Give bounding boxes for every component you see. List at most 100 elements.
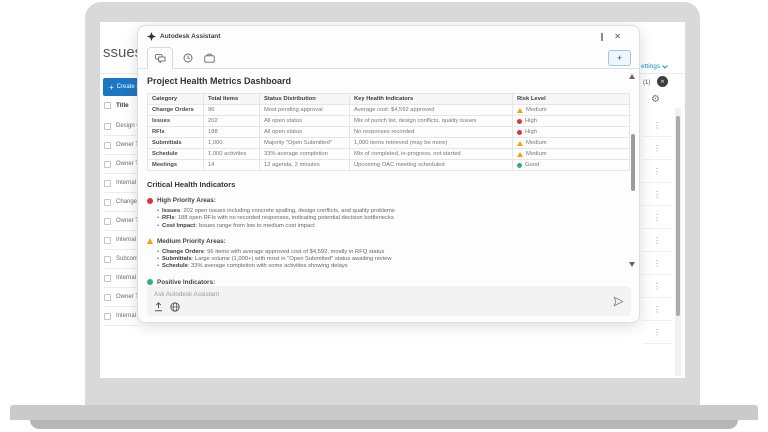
kebab-icon: ⋮ bbox=[653, 166, 661, 176]
high-priority-icon bbox=[147, 197, 153, 204]
kebab-icon: ⋮ bbox=[653, 281, 661, 291]
list-item: Issues: 202 open issues including concre… bbox=[157, 208, 629, 215]
row-checkbox[interactable] bbox=[104, 217, 111, 225]
issue-row[interactable]: Internal bbox=[104, 231, 137, 250]
row-checkbox[interactable] bbox=[104, 274, 111, 282]
issue-row[interactable]: Change V bbox=[104, 193, 137, 212]
row-checkbox[interactable] bbox=[104, 255, 111, 263]
row-menu[interactable]: ⋮ bbox=[642, 160, 672, 183]
chevron-down-icon bbox=[662, 64, 669, 69]
input-placeholder: Ask Autodesk Assistant bbox=[154, 291, 220, 298]
dock-panel-icon[interactable] bbox=[601, 33, 603, 41]
risk-icon bbox=[517, 107, 523, 113]
kebab-icon: ⋮ bbox=[653, 235, 661, 245]
issue-row[interactable]: Owner Ti bbox=[104, 155, 137, 174]
critical-indicators-heading: Critical Health Indicators bbox=[147, 180, 236, 189]
row-menu[interactable]: ⋮ bbox=[642, 183, 672, 206]
row-menu[interactable]: ⋮ bbox=[642, 206, 672, 229]
kebab-icon: ⋮ bbox=[653, 212, 661, 222]
kebab-icon: ⋮ bbox=[653, 258, 661, 268]
select-all-checkbox[interactable] bbox=[104, 101, 111, 109]
high-priority-bullets: Issues: 202 open issues including concre… bbox=[157, 208, 629, 230]
medium-priority-bullets: Change Orders: 96 items with average app… bbox=[157, 249, 629, 271]
row-menu[interactable]: ⋮ bbox=[642, 229, 672, 252]
modal-scrollbar-thumb[interactable] bbox=[631, 134, 635, 191]
high-priority-heading: High Priority Areas: bbox=[147, 197, 629, 204]
row-menu[interactable]: ⋮ bbox=[642, 298, 672, 321]
risk-icon bbox=[517, 118, 522, 124]
issue-row[interactable]: Owner Ti bbox=[104, 212, 137, 231]
issue-row[interactable]: Design C bbox=[104, 117, 137, 136]
issue-row[interactable]: Owner Ti bbox=[104, 136, 137, 155]
issue-row[interactable]: Subcontr bbox=[104, 250, 137, 269]
kebab-icon: ⋮ bbox=[653, 143, 661, 153]
assistant-input[interactable]: Ask Autodesk Assistant bbox=[147, 286, 631, 316]
table-row: Submittals 1,000 Majority "Open Submitte… bbox=[147, 137, 630, 149]
autodesk-assistant-dialog: Autodesk Assistant ✕ + Project Hea bbox=[137, 25, 640, 323]
kebab-icon: ⋮ bbox=[653, 120, 661, 130]
tab-library[interactable] bbox=[204, 53, 215, 63]
close-icon[interactable]: ✕ bbox=[614, 32, 621, 41]
table-row: Meetings 14 12 agenda, 2 minutes Upcomin… bbox=[147, 159, 630, 171]
settings-link[interactable]: ettings bbox=[641, 63, 669, 70]
medium-priority-icon bbox=[147, 238, 153, 245]
row-checkbox[interactable] bbox=[104, 293, 111, 301]
gear-icon[interactable]: ⚙ bbox=[651, 94, 660, 105]
dashboard-title: Project Health Metrics Dashboard bbox=[147, 76, 292, 86]
list-item: RFIs: 188 open RFIs with no recorded res… bbox=[157, 215, 629, 222]
laptop-bottom-lip bbox=[30, 420, 738, 429]
row-menu[interactable]: ⋮ bbox=[642, 321, 672, 344]
modal-scroll-down-icon[interactable] bbox=[629, 262, 635, 267]
row-checkbox[interactable] bbox=[104, 236, 111, 244]
send-icon[interactable] bbox=[613, 296, 624, 307]
row-checkbox[interactable] bbox=[104, 179, 111, 187]
kebab-icon: ⋮ bbox=[653, 304, 661, 314]
tab-chat[interactable] bbox=[147, 47, 173, 69]
globe-icon[interactable] bbox=[170, 302, 180, 312]
row-checkbox[interactable] bbox=[104, 160, 111, 168]
kebab-icon: ⋮ bbox=[653, 327, 661, 337]
assistant-content: Project Health Metrics Dashboard Categor… bbox=[147, 68, 630, 286]
issue-row[interactable]: Owner Ti bbox=[104, 288, 137, 307]
medium-priority-heading: Medium Priority Areas: bbox=[147, 238, 629, 245]
row-checkbox[interactable] bbox=[104, 312, 111, 320]
tab-history[interactable] bbox=[183, 53, 193, 63]
modal-scroll-up-icon[interactable] bbox=[629, 74, 635, 79]
table-row: RFIs 188 All open status No responses re… bbox=[147, 126, 630, 138]
table-row: Change Orders 96 Most pending approval A… bbox=[147, 104, 630, 116]
tabs-divider bbox=[138, 68, 639, 69]
issue-row[interactable]: Internal bbox=[104, 174, 137, 193]
issues-table-header: Title bbox=[104, 94, 137, 116]
issue-row[interactable]: Internal bbox=[104, 269, 137, 288]
risk-icon bbox=[517, 129, 522, 135]
table-header-row: Category Total Items Status Distribution… bbox=[147, 93, 630, 105]
page-scrollbar-thumb[interactable] bbox=[676, 116, 680, 316]
chat-icon bbox=[154, 53, 165, 63]
row-checkbox[interactable] bbox=[104, 141, 111, 149]
row-menu[interactable]: ⋮ bbox=[642, 114, 672, 137]
clear-badge-icon[interactable]: ✕ bbox=[657, 76, 668, 87]
count-badge: (1) bbox=[643, 80, 651, 86]
page-title: ssues bbox=[103, 44, 143, 61]
list-item: Change Orders: 96 items with average app… bbox=[157, 249, 629, 256]
upload-icon[interactable] bbox=[154, 302, 163, 312]
positive-indicators-heading: Positive Indicators: bbox=[147, 279, 629, 286]
issue-row[interactable]: Internal bbox=[104, 307, 137, 326]
assistant-header: Autodesk Assistant ✕ bbox=[138, 26, 639, 47]
row-menu[interactable]: ⋮ bbox=[642, 137, 672, 160]
list-item: Cost Impact: Issues range from low to me… bbox=[157, 223, 629, 230]
risk-icon bbox=[517, 140, 523, 146]
positive-indicators-icon bbox=[147, 279, 153, 286]
row-menu[interactable]: ⋮ bbox=[642, 252, 672, 275]
new-chat-button[interactable]: + bbox=[608, 50, 631, 66]
row-checkbox[interactable] bbox=[104, 122, 111, 130]
risk-icon bbox=[517, 151, 523, 157]
assistant-logo-icon bbox=[147, 32, 156, 41]
laptop-base bbox=[10, 405, 758, 420]
briefcase-icon bbox=[204, 53, 215, 63]
row-menu[interactable]: ⋮ bbox=[642, 275, 672, 298]
laptop-screen: ssues + Create Issu Title Design C Owner… bbox=[100, 22, 685, 378]
list-item: Schedule: 33% average completion with so… bbox=[157, 263, 629, 270]
row-checkbox[interactable] bbox=[104, 198, 111, 206]
table-row: Issues 202 All open status Mix of punch … bbox=[147, 115, 630, 127]
